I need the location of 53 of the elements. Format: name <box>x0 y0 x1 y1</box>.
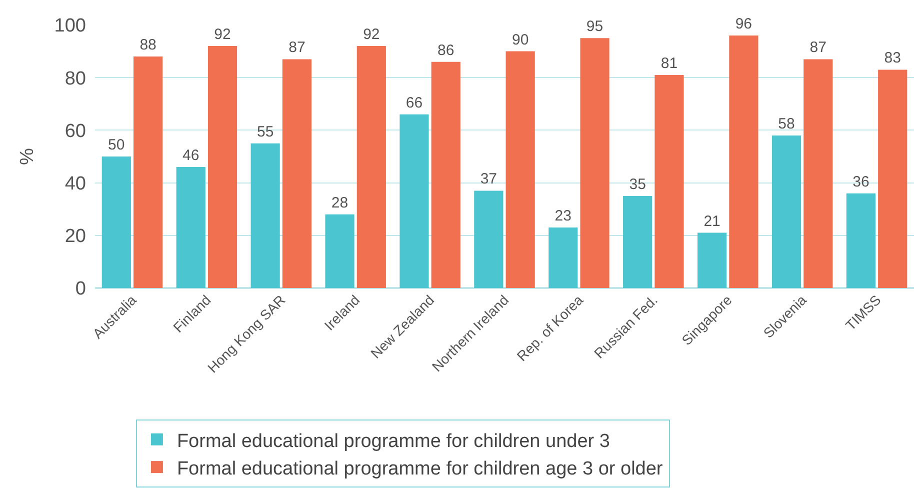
bar <box>474 190 504 288</box>
bar <box>729 36 758 288</box>
bar <box>506 51 535 288</box>
bar <box>846 193 876 288</box>
bar <box>697 232 727 288</box>
legend-label: Formal educational programme for children under 3 <box>176 430 610 452</box>
data-label: 23 <box>554 208 572 225</box>
data-label: 90 <box>512 31 529 48</box>
data-label: 37 <box>480 170 498 188</box>
bar <box>133 56 163 288</box>
bar <box>580 38 610 288</box>
data-label: 36 <box>852 173 870 190</box>
bar <box>325 214 354 288</box>
data-label: 28 <box>331 194 348 212</box>
data-label: 58 <box>778 115 795 132</box>
y-tick-label: 40 <box>64 173 86 194</box>
data-label: 21 <box>704 212 720 230</box>
bar <box>804 59 833 288</box>
y-tick-label: 20 <box>64 226 86 248</box>
bar <box>356 46 386 288</box>
y-tick-label: 0 <box>75 278 86 300</box>
data-label: 92 <box>363 26 380 44</box>
data-label: 87 <box>810 39 826 56</box>
data-label: 86 <box>438 42 454 59</box>
data-label: 96 <box>735 16 752 33</box>
data-label: 95 <box>586 18 604 36</box>
data-label: 55 <box>256 123 274 140</box>
y-tick-label: 100 <box>54 16 86 37</box>
data-label: 92 <box>214 26 231 44</box>
data-label: 50 <box>108 136 125 154</box>
y-tick-label: 60 <box>64 120 86 142</box>
bar <box>878 70 908 288</box>
data-label: 46 <box>182 147 200 164</box>
bar <box>208 46 238 288</box>
bar <box>623 196 652 288</box>
y-axis-title: % <box>17 148 38 165</box>
data-label: 81 <box>660 54 678 72</box>
bar <box>654 74 684 288</box>
bar <box>431 62 460 288</box>
data-label: 83 <box>884 50 901 67</box>
legend-label: Formal educational programme for children age 3 or older <box>176 458 664 480</box>
data-label: 87 <box>288 39 306 56</box>
bar <box>282 59 312 288</box>
bar <box>102 156 131 288</box>
bar <box>176 167 206 288</box>
bar <box>772 135 802 288</box>
bar <box>400 114 429 288</box>
bar <box>548 228 578 288</box>
bar <box>250 143 280 288</box>
data-label: 66 <box>406 94 423 112</box>
data-label: 35 <box>629 176 646 193</box>
y-tick-label: 80 <box>64 68 86 90</box>
data-label: 88 <box>140 36 156 54</box>
